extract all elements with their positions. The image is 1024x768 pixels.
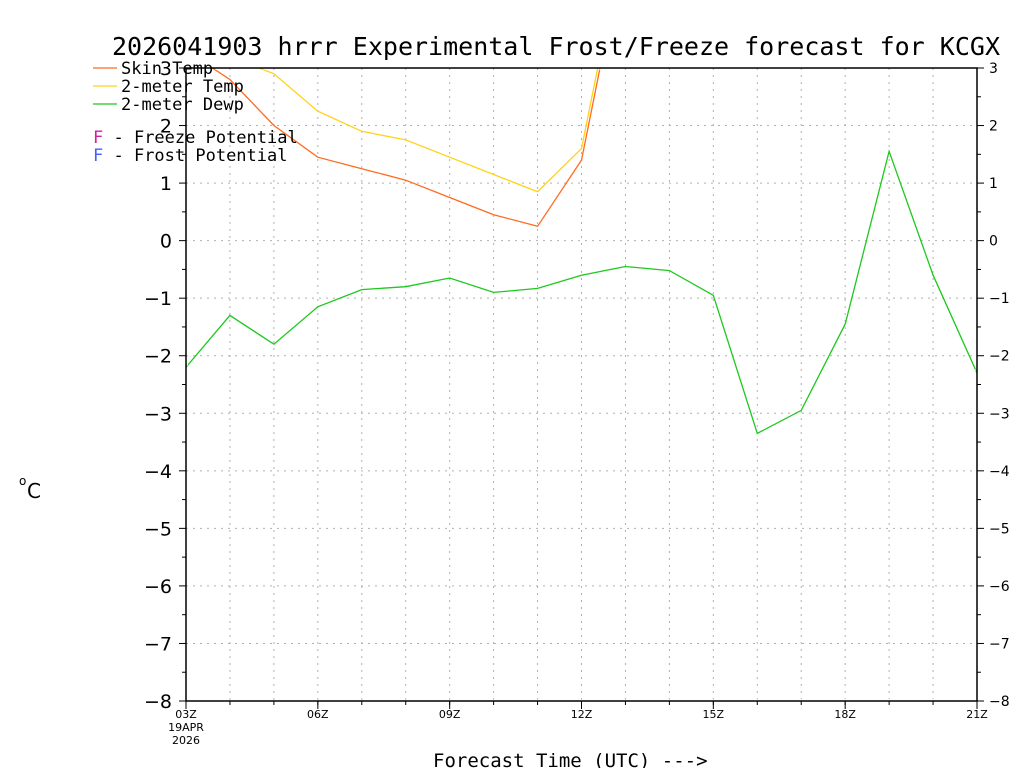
y-tick-label-right: −6 (989, 579, 1010, 595)
plot-frame-dots (187, 69, 976, 700)
x-axis-label: Forecast Time (UTC) ---> (433, 750, 708, 768)
legend-entry: Skin Temp (121, 59, 213, 79)
legend-code: F - Freeze Potential (93, 128, 298, 148)
y-tick-label-left: −3 (144, 403, 172, 425)
y-tick-label-right: 3 (989, 61, 998, 77)
y-tick-label-left: 1 (160, 173, 172, 195)
series-line-skin-temp (211, 68, 601, 228)
x-tick-label: 06Z (307, 708, 329, 721)
y-tick-label-right: 1 (989, 176, 998, 192)
y-tick-label-right: −8 (989, 694, 1010, 710)
y-tick-label-left: −7 (144, 633, 172, 655)
y-tick-label-right: −2 (989, 349, 1010, 365)
x-tick-label: 09Z (439, 708, 461, 721)
x-tick-label: 12Z (571, 708, 593, 721)
y-tick-label-left: 0 (160, 231, 172, 253)
legend-entry: 2-meter Dewp (121, 95, 244, 115)
y-tick-label-left: 3 (160, 58, 172, 80)
y-tick-label-left: −2 (144, 346, 172, 368)
legend-code: F - Frost Potential (93, 146, 287, 166)
x-date-label: 19APR (168, 721, 204, 734)
x-year-label: 2026 (172, 734, 200, 747)
y-tick-label-right: 0 (989, 234, 998, 250)
y-tick-label-right: −4 (989, 464, 1010, 480)
x-tick-label: 21Z (966, 708, 988, 721)
tick-marks (179, 67, 984, 709)
y-tick-label-right: −5 (989, 521, 1010, 537)
y-tick-label-right: 2 (989, 119, 998, 135)
x-tick-label: 03Z (175, 708, 197, 721)
y-tick-label-left: 2 (160, 116, 172, 138)
chart-title: 2026041903 hrrr Experimental Frost/Freez… (112, 32, 1000, 61)
series-line-2-meter-dewp (186, 149, 977, 435)
y-tick-label-left: −5 (144, 518, 172, 540)
tick-labels: 3 3 2 2 1 1 0 0 −1 −1 −2 −2 −3 −3 −4 −4 −5 −5 −6 −6 −7 −7 −8 −8… (144, 58, 1010, 747)
x-tick-label: 18Z (834, 708, 856, 721)
y-tick-label-right: −7 (989, 636, 1010, 652)
grid-lines (186, 68, 977, 701)
y-axis-label: C (27, 479, 41, 503)
y-tick-label-right: −1 (989, 291, 1010, 307)
legend-entry: 2-meter Temp (121, 77, 244, 97)
x-tick-label: 15Z (703, 708, 725, 721)
y-tick-label-left: −1 (144, 288, 172, 310)
y-tick-label-right: −3 (989, 406, 1010, 422)
y-tick-label-left: −6 (144, 576, 172, 598)
y-tick-label-left: −8 (144, 691, 172, 713)
y-axis-unit-superscript: o (19, 474, 26, 488)
y-tick-label-left: −4 (144, 461, 172, 483)
